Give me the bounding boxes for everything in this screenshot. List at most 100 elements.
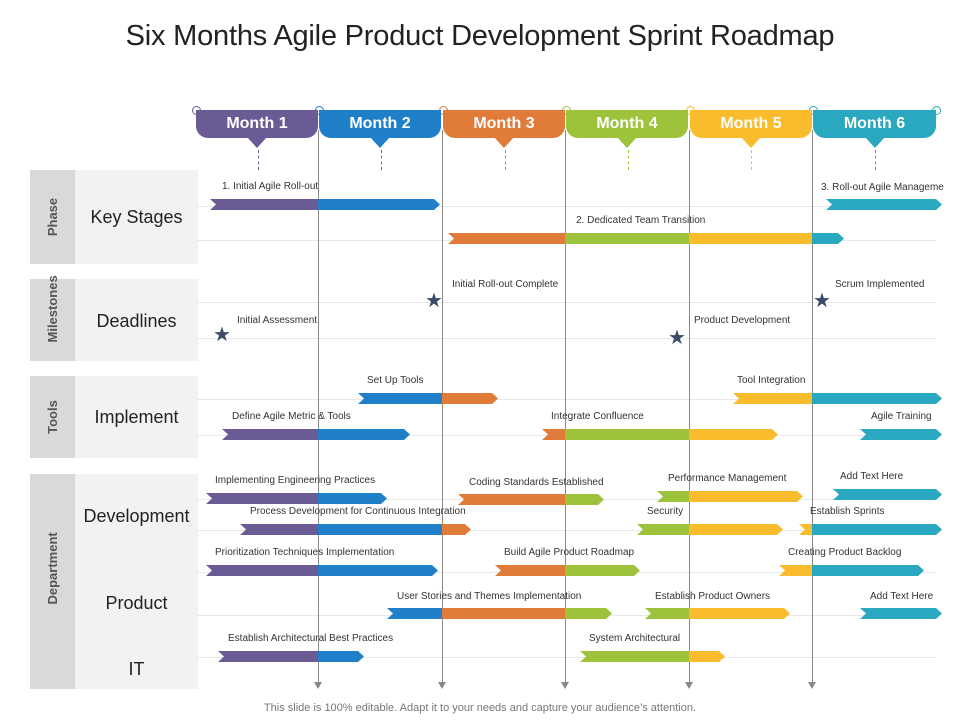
task-bar-creating-backlog [779, 565, 924, 576]
category-tools-label: Tools [45, 400, 60, 434]
month-divider [442, 130, 443, 682]
task-label: Security [647, 506, 684, 517]
category-milestones: Milestones [30, 275, 75, 361]
month-tick [751, 150, 752, 170]
month-tick [875, 150, 876, 170]
month-3-header: Month 3 [443, 110, 565, 148]
task-label: Implementing Engineering Practices [215, 475, 376, 486]
task-label: Prioritization Techniques Implementation [215, 547, 395, 558]
milestone-label: Initial Roll-out Complete [452, 279, 559, 290]
month-divider [689, 130, 690, 682]
task-label: Tool Integration [737, 375, 806, 386]
divider-arrow [561, 682, 569, 689]
milestone-label: Product Development [694, 315, 791, 326]
month-tick [628, 150, 629, 170]
month-5-header: Month 5 [690, 110, 812, 148]
task-bar-initial-agile-rollout [210, 199, 440, 210]
task-bar-build-agile-roadmap [495, 565, 640, 576]
task-bar-establish-sprints [799, 524, 942, 535]
category-department: Department [30, 474, 75, 689]
milestone-label: Scrum Implemented [835, 279, 925, 290]
month-tick [505, 150, 506, 170]
task-label: Agile Training [871, 411, 932, 422]
task-bar-implementing-engineering [206, 493, 387, 504]
row-line [198, 399, 936, 400]
task-bar-process-development [240, 524, 471, 535]
row-key-stages: Key Stages [90, 207, 183, 227]
category-department-label: Department [45, 531, 60, 604]
task-bar-tool-integration [733, 393, 942, 404]
row-line [198, 302, 936, 303]
task-bar-rollout-agile-manage [826, 199, 942, 210]
footer-note: This slide is 100% editable. Adapt it to… [263, 702, 697, 714]
task-label: Build Agile Product Roadmap [504, 547, 635, 558]
month-divider [812, 130, 813, 682]
task-label: Define Agile Metric & Tools [232, 411, 351, 422]
category-tools: Tools [30, 376, 75, 458]
divider-arrow [808, 682, 816, 689]
row-implement-box [75, 376, 198, 458]
task-bar-set-up-tools [358, 393, 498, 404]
milestone-star-icon: ★ [425, 290, 443, 312]
row-product: Product [105, 593, 168, 613]
task-bar-dedicated-team-transition [448, 233, 844, 244]
task-label: 3. Roll-out Agile Manageme [821, 182, 944, 193]
month-6-header: Month 6 [813, 110, 936, 148]
task-label: Coding Standards Established [469, 477, 604, 488]
task-bar-add-text-here-2 [860, 608, 942, 619]
task-label: Add Text Here [840, 471, 904, 482]
milestone-star-icon: ★ [668, 327, 686, 349]
divider-arrow [685, 682, 693, 689]
page-title: Six Months Agile Product Development Spr… [125, 20, 835, 52]
task-bar-performance-management [657, 491, 803, 502]
month-4-header: Month 4 [566, 110, 688, 148]
row-line [198, 338, 936, 339]
month-divider [318, 130, 319, 682]
task-label: Process Development for Continuous Integ… [250, 506, 466, 517]
task-bar-coding-standards [458, 494, 604, 505]
month-tick [258, 150, 259, 170]
row-deadlines: Deadlines [96, 311, 177, 331]
milestone-label: Initial Assessment [237, 315, 318, 326]
month-tick [381, 150, 382, 170]
divider-arrow [314, 682, 322, 689]
task-label: 2. Dedicated Team Transition [576, 215, 706, 226]
task-bar-establish-architectural [218, 651, 364, 662]
task-bar-security [637, 524, 783, 535]
divider-arrow [438, 682, 446, 689]
task-bar-establish-owners [645, 608, 790, 619]
milestone-star-icon: ★ [213, 324, 231, 346]
task-bar-define-agile-metric [222, 429, 410, 440]
row-line [198, 206, 936, 207]
task-bar-user-stories [387, 608, 612, 619]
task-label: Add Text Here [870, 591, 934, 602]
row-implement: Implement [94, 407, 179, 427]
row-key-stages-box [75, 170, 198, 264]
task-label: Set Up Tools [367, 375, 424, 386]
task-label: Establish Architectural Best Practices [228, 633, 394, 644]
task-label: 1. Initial Agile Roll-out [222, 181, 319, 192]
task-bar-add-text-here-1 [833, 489, 942, 500]
task-label: Creating Product Backlog [788, 547, 902, 558]
row-development: Development [83, 506, 190, 526]
row-department-box [75, 474, 198, 689]
milestone-star-icon: ★ [813, 290, 831, 312]
task-bar-prioritization [206, 565, 438, 576]
row-line [198, 657, 936, 658]
month-2-header: Month 2 [319, 110, 441, 148]
task-label: Establish Sprints [810, 506, 885, 517]
task-label: System Architectural [589, 633, 681, 644]
row-deadlines-box [75, 279, 198, 361]
month-1-header: Month 1 [196, 110, 318, 148]
task-label: Integrate Confluence [551, 411, 644, 422]
row-line [198, 530, 936, 531]
task-bar-agile-training [860, 429, 942, 440]
task-label: User Stories and Themes Implementation [397, 591, 582, 602]
task-label: Performance Management [668, 473, 787, 484]
task-bar-system-architectural [580, 651, 725, 662]
category-milestones-label: Milestones [45, 275, 60, 343]
task-label: Establish Product Owners [655, 591, 771, 602]
row-it: IT [128, 659, 145, 679]
category-phase-label: Phase [45, 197, 60, 237]
month-divider [565, 130, 566, 682]
